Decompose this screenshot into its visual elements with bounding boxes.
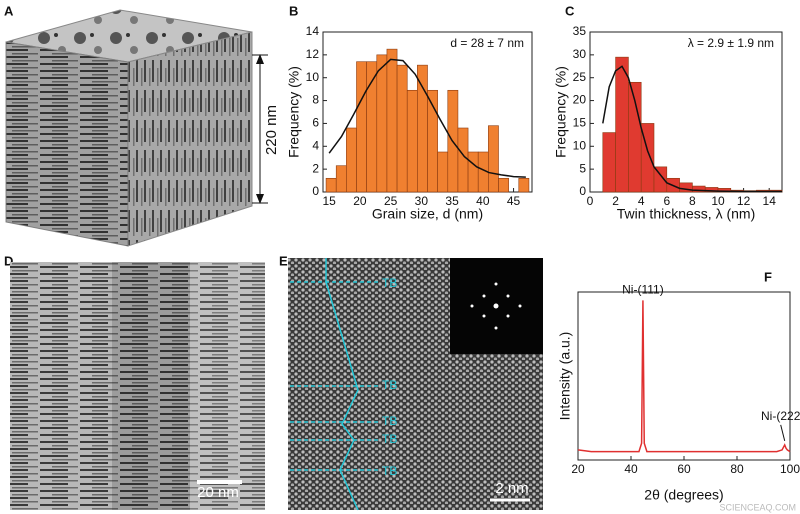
scale-label: 2 nm [495, 480, 528, 497]
scale-label: 220 nm [263, 105, 280, 155]
bar [602, 132, 616, 193]
bar [488, 125, 499, 193]
bar [356, 61, 367, 193]
grain [190, 262, 265, 510]
peak-arrow [780, 424, 786, 442]
x-axis-label: Twin thickness, λ (nm) [617, 206, 755, 222]
cube-right [127, 31, 253, 247]
bar [346, 127, 357, 193]
arrow [256, 54, 264, 64]
cube-shade [6, 42, 128, 246]
y-tick-label: 6 [312, 116, 319, 130]
x-tick-label: 0 [587, 194, 594, 208]
x-tick-label: 15 [322, 194, 336, 208]
arrow [256, 194, 264, 204]
tb-label: TB [382, 432, 397, 446]
bar [498, 177, 509, 193]
tb-label: TB [382, 414, 397, 428]
y-tick-label: 10 [573, 138, 587, 152]
y-tick-label: 0 [312, 184, 319, 198]
x-tick-label: 4 [638, 194, 645, 208]
fit-curve [602, 65, 782, 193]
x-tick-label: 40 [476, 194, 490, 208]
x-tick-label: 45 [507, 194, 521, 208]
y-tick-label: 12 [306, 47, 320, 61]
x-tick-label: 6 [663, 194, 670, 208]
panel-label: C [565, 3, 575, 18]
bar [406, 89, 418, 193]
y-tick-label: 10 [306, 70, 320, 84]
plot-frame [577, 291, 791, 461]
bar [518, 177, 530, 193]
x-axis-label: Grain size, d (nm) [372, 206, 483, 222]
y-axis-label: Frequency (%) [553, 66, 569, 158]
bar [467, 151, 479, 193]
tb-label: TB [382, 276, 397, 290]
y-tick-label: 4 [312, 138, 319, 152]
watermark: SCIENCEAQ.COM [719, 502, 796, 512]
y-tick-label: 20 [573, 93, 587, 107]
bar [396, 64, 408, 193]
scale-label: 20 nm [197, 484, 239, 501]
y-tick-label: 2 [312, 161, 319, 175]
x-tick-label: 10 [711, 194, 725, 208]
panel-label: D [4, 253, 13, 268]
x-tick-label: 80 [730, 462, 744, 476]
y-axis-label: Frequency (%) [286, 66, 302, 158]
peak-label: Ni-(111) [622, 283, 664, 297]
tem-image [10, 262, 265, 510]
bar [615, 56, 629, 193]
y-tick-label: 14 [306, 24, 320, 38]
x-tick-label: 20 [571, 462, 585, 476]
panel-label: A [4, 3, 14, 18]
bar [437, 151, 449, 193]
annotation: d = 28 ± 7 nm [450, 36, 524, 50]
bar [457, 127, 469, 193]
bar [427, 89, 438, 193]
y-tick-label: 35 [573, 24, 587, 38]
x-tick-label: 8 [689, 194, 696, 208]
panel-label: F [764, 269, 772, 284]
panel-label: E [279, 253, 288, 268]
x-tick-label: 100 [780, 462, 800, 476]
panel-label: B [289, 3, 298, 18]
y-tick-label: 30 [573, 47, 587, 61]
peak-label: Ni-(222) [761, 409, 800, 423]
fit-curve [328, 58, 526, 178]
x-tick-label: 25 [384, 194, 398, 208]
y-tick-label: 8 [312, 93, 319, 107]
y-axis-label: Intensity (a.u.) [557, 332, 573, 421]
x-tick-label: 40 [624, 462, 638, 476]
x-tick-label: 20 [353, 194, 367, 208]
bar [417, 64, 428, 193]
x-tick-label: 12 [737, 194, 751, 208]
y-tick-label: 15 [573, 116, 587, 130]
tb-label: TB [382, 464, 397, 478]
x-axis-label: 2θ (degrees) [644, 487, 723, 503]
grain [112, 262, 190, 510]
diffraction-line [577, 300, 791, 453]
bar [325, 177, 337, 193]
y-tick-label: 25 [573, 70, 587, 84]
x-tick-label: 30 [415, 194, 429, 208]
x-tick-label: 2 [612, 194, 619, 208]
annotation: λ = 2.9 ± 1.9 nm [688, 36, 774, 50]
twin-boundaries [290, 258, 378, 511]
y-tick-label: 0 [579, 184, 586, 198]
bar [335, 165, 347, 193]
bar [386, 48, 398, 193]
x-tick-label: 14 [763, 194, 777, 208]
y-tick-label: 5 [579, 161, 586, 175]
x-tick-label: 60 [677, 462, 691, 476]
x-tick-label: 35 [445, 194, 459, 208]
bar [376, 54, 388, 193]
tb-label: TB [382, 378, 397, 392]
fft-spots [470, 282, 522, 330]
